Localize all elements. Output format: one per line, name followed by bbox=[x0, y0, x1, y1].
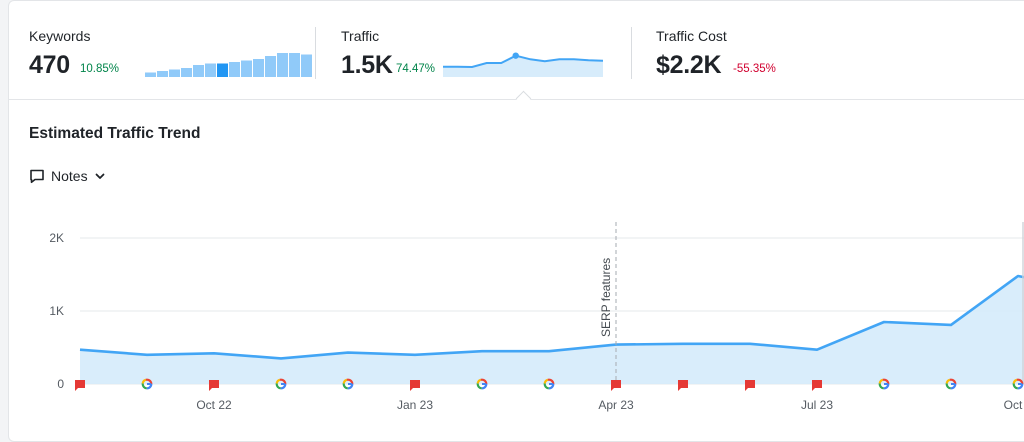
notes-label: Notes bbox=[51, 168, 88, 184]
keywords-delta: 10.85% bbox=[80, 63, 120, 75]
keywords-spark-bar bbox=[181, 68, 192, 77]
google-green bbox=[945, 378, 957, 390]
google-green bbox=[1012, 378, 1024, 390]
keywords-metric[interactable]: Keywords 470 10.85% bbox=[29, 1, 312, 99]
keywords-label: Keywords bbox=[29, 28, 91, 44]
flag-shape bbox=[678, 380, 688, 391]
chevron-down-icon bbox=[95, 173, 104, 179]
flag-icon[interactable] bbox=[209, 380, 219, 391]
y-tick-label: 1K bbox=[49, 304, 64, 318]
x-tick-label: Oct 2 bbox=[1004, 398, 1024, 412]
keywords-spark-bar bbox=[217, 63, 228, 77]
traffic-delta: 74.47% bbox=[396, 63, 436, 75]
google-icon[interactable] bbox=[945, 378, 957, 390]
comment-icon bbox=[30, 169, 44, 184]
keywords-spark-bar bbox=[169, 69, 180, 77]
google-icon[interactable] bbox=[275, 378, 287, 390]
flag-shape bbox=[75, 380, 85, 391]
traffic-metric[interactable]: Traffic 1.5K 74.47% bbox=[341, 1, 621, 99]
keywords-spark-bar bbox=[277, 53, 288, 77]
google-icon[interactable] bbox=[141, 378, 153, 390]
metrics-row: Keywords 470 10.85% Traffic 1.5K 74.47% … bbox=[9, 1, 1024, 100]
google-icon[interactable] bbox=[1012, 378, 1024, 390]
flag-shape bbox=[812, 380, 822, 391]
google-green bbox=[275, 378, 287, 390]
annotation-label: SERP features bbox=[599, 258, 613, 337]
flag-shape bbox=[611, 380, 621, 391]
google-icon[interactable] bbox=[878, 378, 890, 390]
y-tick-label: 2K bbox=[49, 231, 64, 245]
google-red bbox=[141, 378, 153, 390]
keywords-spark-bar bbox=[289, 53, 300, 77]
traffic-area bbox=[80, 276, 1024, 384]
flag-icon[interactable] bbox=[678, 380, 688, 391]
keywords-value: 470 bbox=[29, 51, 70, 79]
flag-icon[interactable] bbox=[410, 380, 420, 391]
traffic-cost-label: Traffic Cost bbox=[656, 28, 727, 44]
traffic-line bbox=[79, 274, 1024, 360]
google-icon[interactable] bbox=[342, 378, 354, 390]
keywords-spark-bar bbox=[145, 72, 156, 77]
x-tick-label: Apr 23 bbox=[598, 398, 634, 412]
flag-icon[interactable] bbox=[611, 380, 621, 391]
keywords-spark-bar bbox=[193, 65, 204, 77]
traffic-spark-point bbox=[512, 52, 519, 59]
traffic-spark-line bbox=[443, 54, 604, 69]
traffic-cost-delta: -55.35% bbox=[733, 63, 776, 75]
keywords-spark-bar bbox=[253, 59, 264, 77]
google-green bbox=[476, 378, 488, 390]
traffic-trend-chart[interactable]: SERP features 0 1K 2K Oct 22 Jan 23 Apr 23 Jul… bbox=[0, 215, 1024, 429]
traffic-value: 1.5K bbox=[341, 51, 393, 79]
flag-icon[interactable] bbox=[75, 380, 85, 391]
metric-divider bbox=[315, 27, 316, 79]
keywords-spark-bar bbox=[265, 56, 276, 77]
google-green bbox=[342, 378, 354, 390]
flag-icon[interactable] bbox=[812, 380, 822, 391]
keywords-spark-bar bbox=[205, 63, 216, 77]
traffic-cost-metric[interactable]: Traffic Cost $2.2K -55.35% bbox=[656, 1, 936, 99]
flag-shape bbox=[745, 380, 755, 391]
google-green bbox=[543, 378, 555, 390]
google-icon[interactable] bbox=[543, 378, 555, 390]
metric-divider bbox=[631, 27, 632, 79]
x-tick-label: Jan 23 bbox=[397, 398, 433, 412]
traffic-sparkline bbox=[443, 52, 604, 77]
x-tick-label: Jul 23 bbox=[801, 398, 833, 412]
google-green bbox=[878, 378, 890, 390]
google-icon[interactable] bbox=[476, 378, 488, 390]
flag-shape bbox=[209, 380, 219, 391]
keywords-spark-bar bbox=[229, 62, 240, 77]
traffic-spark-area bbox=[443, 55, 603, 77]
keywords-spark-bar bbox=[157, 71, 168, 77]
traffic-cost-value: $2.2K bbox=[656, 51, 722, 79]
flag-shape bbox=[410, 380, 420, 391]
traffic-label: Traffic bbox=[341, 28, 380, 44]
flag-icon[interactable] bbox=[745, 380, 755, 391]
y-tick-label: 0 bbox=[57, 377, 64, 391]
keywords-sparkline bbox=[145, 53, 312, 77]
keywords-spark-bar bbox=[301, 54, 312, 77]
keywords-spark-bar bbox=[241, 60, 252, 77]
hover-band bbox=[1022, 222, 1024, 384]
x-tick-label: Oct 22 bbox=[196, 398, 232, 412]
notes-dropdown[interactable]: Notes bbox=[29, 166, 106, 186]
google-green bbox=[141, 378, 153, 390]
section-title: Estimated Traffic Trend bbox=[29, 125, 201, 142]
